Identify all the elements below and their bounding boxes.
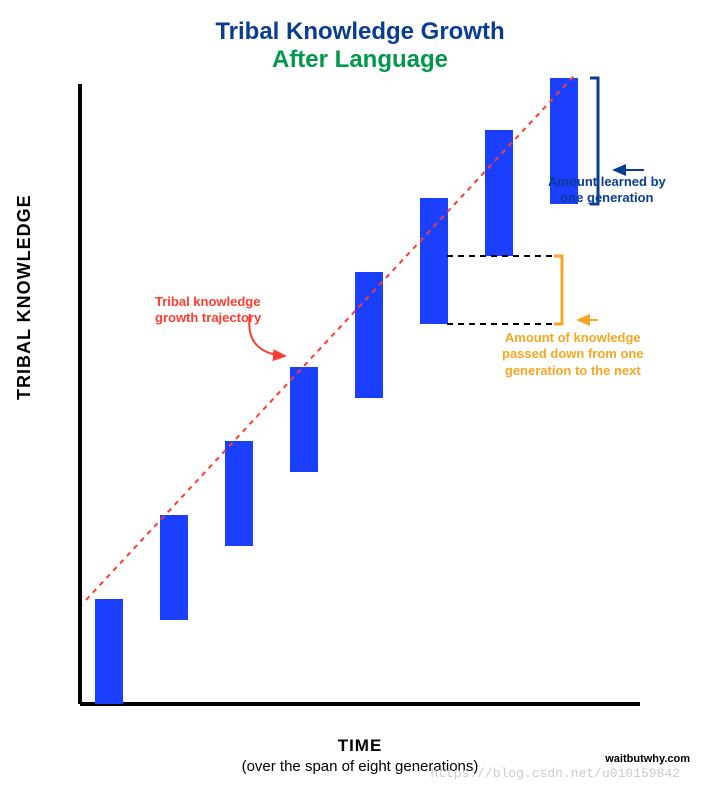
bar-generation-7: [485, 130, 513, 256]
chart-title: Tribal Knowledge Growth After Language: [0, 0, 720, 74]
bar-generation-5: [355, 272, 383, 398]
trajectory-annotation-l2: growth trajectory: [155, 310, 261, 325]
attribution-text: waitbutwhy.com: [605, 753, 690, 765]
bar-generation-2: [160, 515, 188, 620]
orange-bracket-annotation: Amount of knowledge passed down from one…: [502, 330, 644, 379]
blue-annotation-l1: Amount learned by: [548, 174, 666, 189]
title-line-2: After Language: [0, 46, 720, 74]
orange-annotation-l1: Amount of knowledge: [505, 330, 641, 345]
trajectory-annotation-l1: Tribal knowledge: [155, 294, 260, 309]
orange-bracket: [554, 256, 562, 324]
blue-annotation-l2: one generation: [560, 190, 653, 205]
bar-generation-4: [290, 367, 318, 472]
title-line-1: Tribal Knowledge Growth: [0, 18, 720, 46]
x-axis-label: TIME: [338, 736, 383, 755]
orange-annotation-l2: passed down from one: [502, 346, 644, 361]
blue-bracket-annotation: Amount learned by one generation: [548, 174, 666, 207]
chart-canvas: [0, 74, 720, 734]
orange-annotation-l3: generation to the next: [505, 363, 641, 378]
trajectory-annotation: Tribal knowledge growth trajectory: [155, 294, 261, 327]
y-axis-label: TRIBAL KNOWLEDGE: [14, 194, 35, 400]
bar-generation-3: [225, 441, 253, 546]
bar-generation-1: [95, 599, 123, 704]
watermark-text: https://blog.csdn.net/u010159842: [430, 766, 680, 781]
